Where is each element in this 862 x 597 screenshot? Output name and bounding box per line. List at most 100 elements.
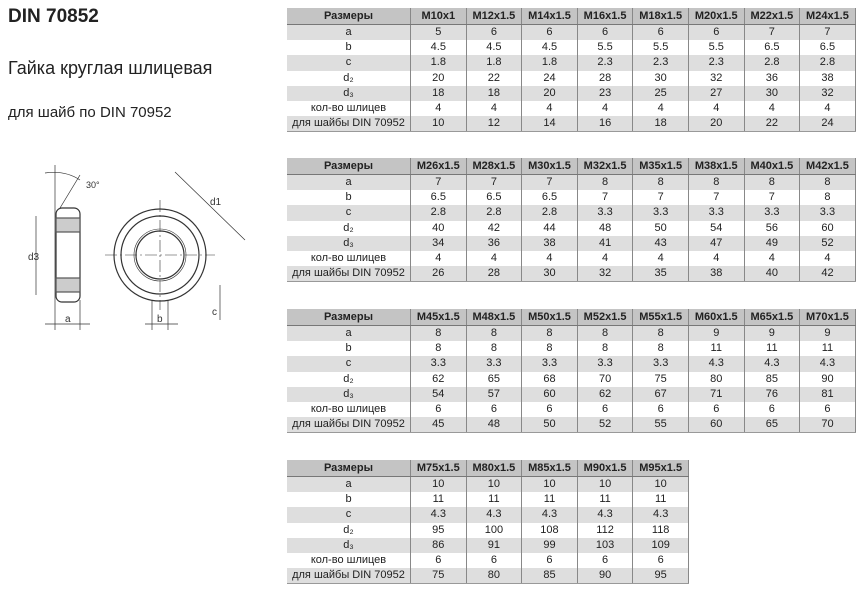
table-cell: 40 [410,220,467,236]
table-cell: 6 [410,401,467,418]
header-cell: M70x1.5 [799,309,856,326]
table-cell: 8 [632,341,689,357]
table-cell: 62 [577,386,634,402]
table-row: кол-во шлицев 6 6 6 6 6 6 6 6 [287,401,856,418]
table-cell: 75 [632,371,689,387]
subtitle: Гайка круглая шлицевая [8,58,213,78]
table-cell: 4.5 [521,40,578,56]
table-cell: 3.3 [410,356,467,372]
table-cell: 86 [410,537,467,553]
table-row: b 11 11 11 11 11 [287,492,689,508]
table-cell: 85 [521,568,578,585]
header-cell: M65x1.5 [744,309,801,326]
table-cell: 54 [410,386,467,402]
table-cell: 109 [632,537,689,553]
table-cell: 28 [577,70,634,86]
table-cell: 4 [577,250,634,267]
table-cell: 62 [410,371,467,387]
table-cell: 65 [744,417,801,434]
row-label: c [287,507,411,523]
table-cell: 60 [799,220,856,236]
row-label: d₃ [287,235,411,251]
table-cell: 95 [632,568,689,585]
row-label: d₂ [287,220,411,236]
header-cell: M30x1.5 [521,158,578,175]
table-header-row: Размеры M75x1.5 M80x1.5 M85x1.5 M90x1.5 M95x1… [287,460,689,477]
table-cell: 6.5 [466,190,523,206]
table-cell: 2.8 [744,55,801,71]
table-cell: 26 [410,266,467,283]
page-title: DIN 70852 [8,6,99,27]
dimension-table: Размеры M45x1.5 M48x1.5 M50x1.5 M52x1.5 M55x1… [287,309,856,434]
table-cell: 4 [799,250,856,267]
a-label: a [65,314,71,325]
row-label: d₂ [287,70,411,86]
header-cell: M26x1.5 [410,158,467,175]
table-cell: 10 [410,476,467,493]
table-cell: 7 [688,190,745,206]
table-cell: 7 [521,174,578,191]
table-cell: 4.3 [632,507,689,523]
table-cell: 6.5 [521,190,578,206]
table-row: b 6.5 6.5 6.5 7 7 7 7 8 [287,190,856,206]
table-cell: 50 [632,220,689,236]
table-cell: 75 [410,568,467,585]
table-cell: 68 [521,371,578,387]
table-cell: 95 [410,522,467,538]
header-cell: M75x1.5 [410,460,467,477]
table-cell: 6 [632,552,689,569]
table-cell: 22 [466,70,523,86]
row-label: b [287,492,411,508]
table-cell: 38 [799,70,856,86]
header-cell: M90x1.5 [577,460,634,477]
table-cell: 6 [521,24,578,41]
header-cell: M24x1.5 [799,8,856,25]
row-label: c [287,55,411,71]
header-cell: M14x1.5 [521,8,578,25]
table-cell: 4.3 [688,356,745,372]
table-row: d₃ 54 57 60 62 67 71 76 81 [287,386,856,402]
table-cell: 4 [744,250,801,267]
table-cell: 6 [521,552,578,569]
table-cell: 76 [744,386,801,402]
table-cell: 8 [577,174,634,191]
table-cell: 11 [688,341,745,357]
header-cell: Размеры [287,8,411,25]
dimension-table: Размеры M75x1.5 M80x1.5 M85x1.5 M90x1.5 M95x1… [287,460,689,585]
header-cell: M28x1.5 [466,158,523,175]
row-label: a [287,174,411,191]
table-cell: 30 [632,70,689,86]
header-cell: M35x1.5 [632,158,689,175]
table-cell: 11 [744,341,801,357]
header-cell: M45x1.5 [410,309,467,326]
table-cell: 2.8 [799,55,856,71]
table-cell: 55 [632,417,689,434]
table-cell: 1.8 [466,55,523,71]
table-cell: 3.3 [632,356,689,372]
row-label: для шайбы DIN 70952 [287,417,411,434]
table-cell: 11 [466,492,523,508]
dimension-table: Размеры M26x1.5 M28x1.5 M30x1.5 M32x1.5 M35x1… [287,158,856,283]
table-cell: 3.3 [688,205,745,221]
table-cell: 57 [466,386,523,402]
table-cell: 32 [577,266,634,283]
table-cell: 6.5 [799,40,856,56]
table-cell: 7 [744,190,801,206]
row-label: d₃ [287,386,411,402]
table-row: кол-во шлицев 6 6 6 6 6 [287,552,689,569]
table-cell: 85 [744,371,801,387]
header-cell: M40x1.5 [744,158,801,175]
table-cell: 10 [521,476,578,493]
header-cell: Размеры [287,158,411,175]
table-cell: 6 [577,24,634,41]
table-cell: 8 [577,341,634,357]
table-cell: 8 [632,325,689,342]
table-cell: 10 [466,476,523,493]
table-cell: 112 [577,522,634,538]
table-row: кол-во шлицев 4 4 4 4 4 4 4 4 [287,250,856,267]
table-cell: 40 [744,266,801,283]
row-label: c [287,205,411,221]
table-cell: 47 [688,235,745,251]
table-cell: 8 [410,341,467,357]
table-cell: 44 [521,220,578,236]
